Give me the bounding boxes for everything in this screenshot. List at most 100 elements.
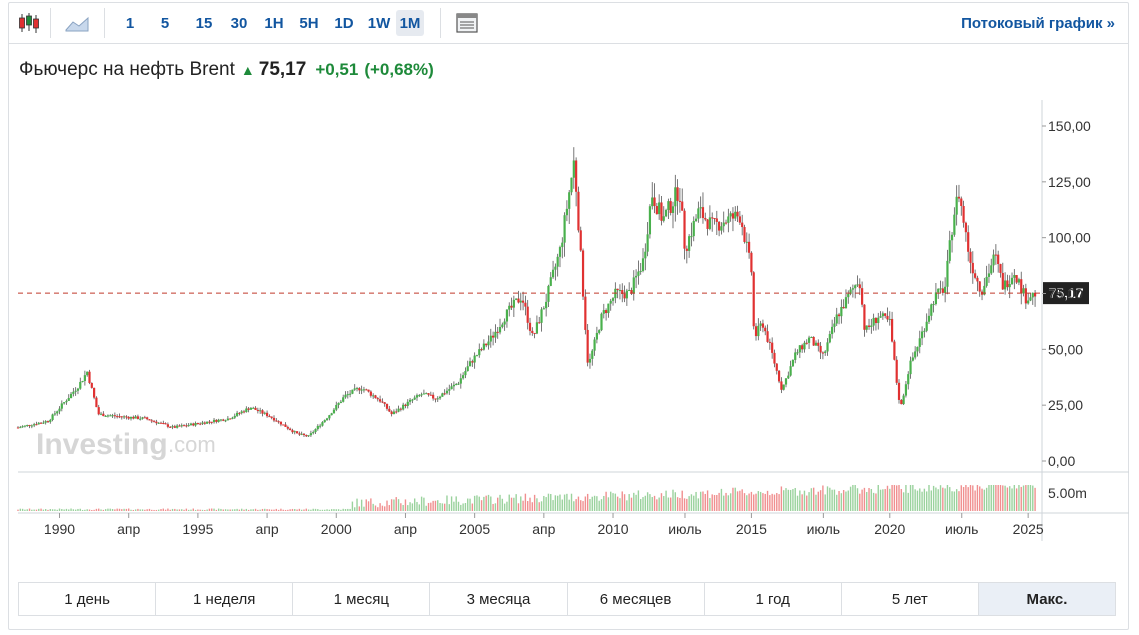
volume-bar: [404, 499, 407, 511]
volume-bar: [450, 496, 453, 511]
volume-bar: [377, 507, 379, 511]
interval-button-1[interactable]: 1: [125, 14, 135, 32]
candle-body: [535, 322, 539, 334]
interval-button-1w[interactable]: 1W: [367, 14, 391, 32]
volume-bar: [84, 509, 86, 511]
volume-bar: [967, 487, 969, 511]
period-tab[interactable]: 1 день: [19, 583, 157, 615]
volume-bar: [1027, 485, 1029, 511]
interval-button-1d[interactable]: 1D: [334, 14, 354, 32]
volume-bar: [508, 494, 510, 511]
candle-body: [865, 325, 868, 330]
candle-body: [503, 321, 506, 325]
candle-body: [745, 241, 748, 243]
streaming-chart-link[interactable]: Потоковый график »: [961, 15, 1115, 32]
x-tick-label: 1990: [44, 521, 75, 537]
candle-body: [99, 413, 103, 415]
candle-body: [1015, 275, 1018, 283]
candle-body: [563, 215, 566, 243]
interval-button-15[interactable]: 15: [195, 14, 213, 32]
volume-bar: [965, 485, 967, 511]
period-tab[interactable]: 1 месяц: [293, 583, 431, 615]
candle-body: [390, 411, 393, 415]
volume-bar: [563, 494, 566, 511]
volume-bar: [992, 485, 995, 511]
volume-bar: [729, 493, 732, 511]
interval-button-30[interactable]: 30: [230, 14, 248, 32]
volume-bar: [766, 490, 769, 511]
interval-button-1m[interactable]: 1M: [396, 10, 424, 36]
volume-bar: [19, 508, 22, 511]
volume-bar: [400, 503, 402, 511]
volume-bar: [139, 509, 141, 511]
candle-body: [422, 393, 426, 395]
volume-bar: [616, 496, 619, 511]
volume-bar: [580, 500, 582, 511]
volume-bar: [33, 509, 35, 511]
volume-bar: [644, 495, 647, 511]
volume-bar: [545, 497, 547, 511]
volume-bar: [462, 503, 464, 511]
volume-bar: [773, 494, 776, 511]
candle-body: [30, 425, 33, 427]
volume-bar: [167, 508, 169, 511]
x-tick-label: апр: [394, 521, 417, 537]
candle-body: [923, 330, 926, 332]
period-tab[interactable]: 6 месяцев: [568, 583, 705, 615]
candle-body: [851, 288, 854, 290]
candle-body: [874, 317, 878, 324]
volume-bar: [1018, 485, 1020, 511]
volume-bar: [307, 509, 310, 511]
volume-bar: [319, 509, 321, 511]
volume-bar: [310, 509, 312, 511]
volume-bar: [533, 494, 536, 511]
price-change-percent: (+0,68%): [364, 60, 434, 79]
candle-body: [591, 350, 594, 359]
interval-button-1h[interactable]: 1H: [264, 14, 284, 32]
candle-body: [148, 419, 151, 421]
volume-bar: [480, 500, 483, 511]
volume-bar: [559, 494, 561, 511]
candle-body: [432, 394, 435, 399]
volume-bar: [86, 509, 88, 511]
volume-bar: [432, 500, 434, 511]
volume-bar: [1022, 485, 1025, 511]
period-tab[interactable]: 1 год: [705, 583, 842, 615]
candle-body: [842, 306, 845, 309]
candle-body: [953, 214, 956, 235]
period-tab[interactable]: Макс.: [978, 583, 1115, 615]
volume-bar: [619, 498, 621, 511]
volume-bar: [224, 509, 227, 511]
volume-bar: [183, 509, 185, 511]
volume-bar: [958, 491, 960, 511]
volume-bar: [847, 490, 849, 511]
candlestick-icon[interactable]: [14, 10, 44, 36]
volume-bar: [589, 499, 591, 511]
volume-bar: [854, 485, 856, 511]
candle-body: [1001, 272, 1004, 290]
chart-settings-icon[interactable]: [452, 10, 482, 36]
candle-body: [927, 315, 931, 322]
candle-body: [21, 426, 24, 428]
volume-bar: [573, 501, 575, 511]
period-tab[interactable]: 3 месяца: [430, 583, 568, 615]
volume-bar: [842, 490, 845, 511]
period-tab[interactable]: 5 лет: [842, 583, 979, 615]
period-tab[interactable]: 1 неделя: [156, 583, 294, 615]
interval-button-5[interactable]: 5: [160, 14, 170, 32]
volume-bar: [819, 490, 822, 511]
volume-bar: [427, 502, 430, 511]
volume-bar: [171, 508, 174, 511]
volume-bar: [709, 498, 711, 511]
area-chart-icon[interactable]: [62, 10, 92, 36]
interval-button-5h[interactable]: 5H: [299, 14, 319, 32]
candle-body: [568, 192, 571, 209]
candle-body: [669, 201, 672, 213]
candle-body: [976, 277, 979, 282]
volume-bar: [586, 493, 589, 511]
volume-bar: [884, 489, 886, 511]
candle-body: [595, 332, 598, 340]
candle-body: [69, 393, 73, 399]
price-chart[interactable]: Investing .com 75,17 150,00125,00100,007…: [0, 0, 1139, 580]
candle-body: [605, 310, 608, 314]
